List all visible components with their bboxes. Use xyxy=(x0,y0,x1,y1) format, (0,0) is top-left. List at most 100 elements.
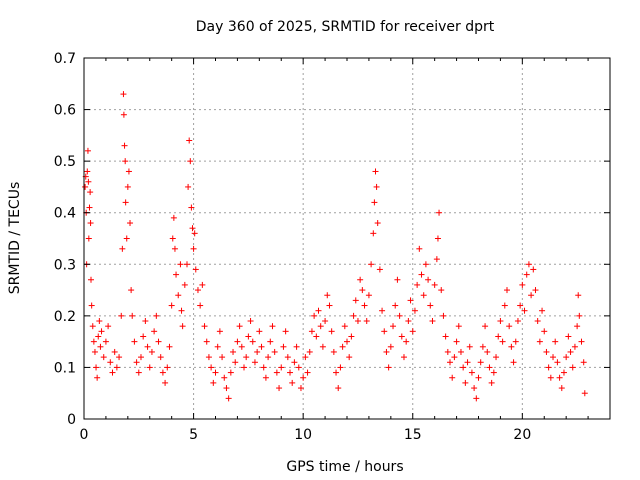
data-point xyxy=(381,328,388,335)
data-point xyxy=(232,359,239,366)
data-point xyxy=(120,91,127,98)
data-point xyxy=(236,323,243,330)
data-point xyxy=(164,364,171,371)
data-point xyxy=(525,261,532,268)
data-point xyxy=(87,220,94,227)
data-point xyxy=(144,343,151,350)
data-point xyxy=(153,312,160,319)
data-point xyxy=(506,323,513,330)
data-point xyxy=(113,364,120,371)
data-point xyxy=(468,369,475,376)
data-point xyxy=(230,348,237,355)
data-point xyxy=(523,271,530,278)
data-point xyxy=(409,328,416,335)
data-point xyxy=(140,333,147,340)
data-point xyxy=(508,343,515,350)
x-tick-labels: 0 5 10 15 20 xyxy=(80,427,532,443)
data-point xyxy=(464,359,471,366)
data-point xyxy=(532,287,539,294)
data-point xyxy=(256,328,263,335)
data-point xyxy=(254,348,261,355)
data-point xyxy=(575,292,582,299)
data-point xyxy=(479,343,486,350)
data-point xyxy=(169,235,176,242)
data-point xyxy=(221,374,228,381)
data-point xyxy=(245,333,252,340)
data-point xyxy=(484,348,491,355)
data-point xyxy=(497,318,504,325)
x-tick-label: 0 xyxy=(80,427,89,443)
data-point xyxy=(148,348,155,355)
data-point xyxy=(420,292,427,299)
data-point xyxy=(344,338,350,345)
data-point xyxy=(107,359,114,366)
data-point xyxy=(87,189,94,196)
data-point xyxy=(501,302,508,309)
data-point xyxy=(466,343,473,350)
data-point xyxy=(396,312,403,319)
data-point xyxy=(311,312,318,319)
data-point xyxy=(210,379,217,386)
data-point xyxy=(276,385,283,392)
data-point xyxy=(216,328,223,335)
data-point xyxy=(416,245,423,252)
data-point xyxy=(543,348,550,355)
data-point xyxy=(403,338,410,345)
data-point xyxy=(155,338,162,345)
x-tick-label: 10 xyxy=(294,427,312,443)
data-point xyxy=(82,183,89,190)
data-point xyxy=(234,338,241,345)
data-point xyxy=(203,338,210,345)
data-point xyxy=(486,364,493,371)
data-point xyxy=(374,220,381,227)
data-point xyxy=(517,302,524,309)
data-point xyxy=(359,287,366,294)
x-tick-label: 5 xyxy=(189,427,198,443)
data-point xyxy=(436,209,443,216)
data-point xyxy=(88,276,95,283)
data-point xyxy=(184,261,191,268)
data-point xyxy=(510,359,517,366)
data-point xyxy=(304,369,311,376)
data-point xyxy=(121,142,128,149)
data-point xyxy=(269,323,276,330)
data-point xyxy=(528,292,535,299)
data-point xyxy=(376,266,383,273)
data-point xyxy=(251,359,258,366)
data-point xyxy=(214,343,221,350)
data-point xyxy=(86,204,93,211)
data-point xyxy=(324,292,331,299)
data-point xyxy=(116,354,123,361)
data-point xyxy=(363,318,370,325)
data-point xyxy=(361,302,368,309)
data-point xyxy=(565,333,572,340)
data-point xyxy=(238,343,245,350)
data-point xyxy=(262,374,269,381)
data-point xyxy=(530,266,537,273)
data-point xyxy=(519,281,526,288)
data-point xyxy=(400,354,407,361)
axis-ticks xyxy=(83,57,610,420)
data-point xyxy=(414,281,421,288)
data-point xyxy=(407,297,414,304)
data-point xyxy=(574,323,581,330)
data-point xyxy=(85,178,92,185)
data-point xyxy=(102,338,109,345)
data-point xyxy=(578,338,585,345)
data-point xyxy=(170,214,177,221)
data-point xyxy=(287,369,294,376)
data-point xyxy=(536,338,543,345)
data-point xyxy=(243,354,250,361)
data-point xyxy=(556,374,563,381)
data-points xyxy=(82,91,588,402)
data-point xyxy=(547,374,554,381)
data-point xyxy=(371,199,378,206)
data-point xyxy=(521,307,528,314)
data-point xyxy=(383,348,390,355)
data-point xyxy=(422,261,429,268)
data-point xyxy=(341,323,348,330)
data-point xyxy=(385,364,392,371)
data-point xyxy=(431,281,438,288)
data-point xyxy=(227,369,234,376)
data-point xyxy=(449,374,456,381)
